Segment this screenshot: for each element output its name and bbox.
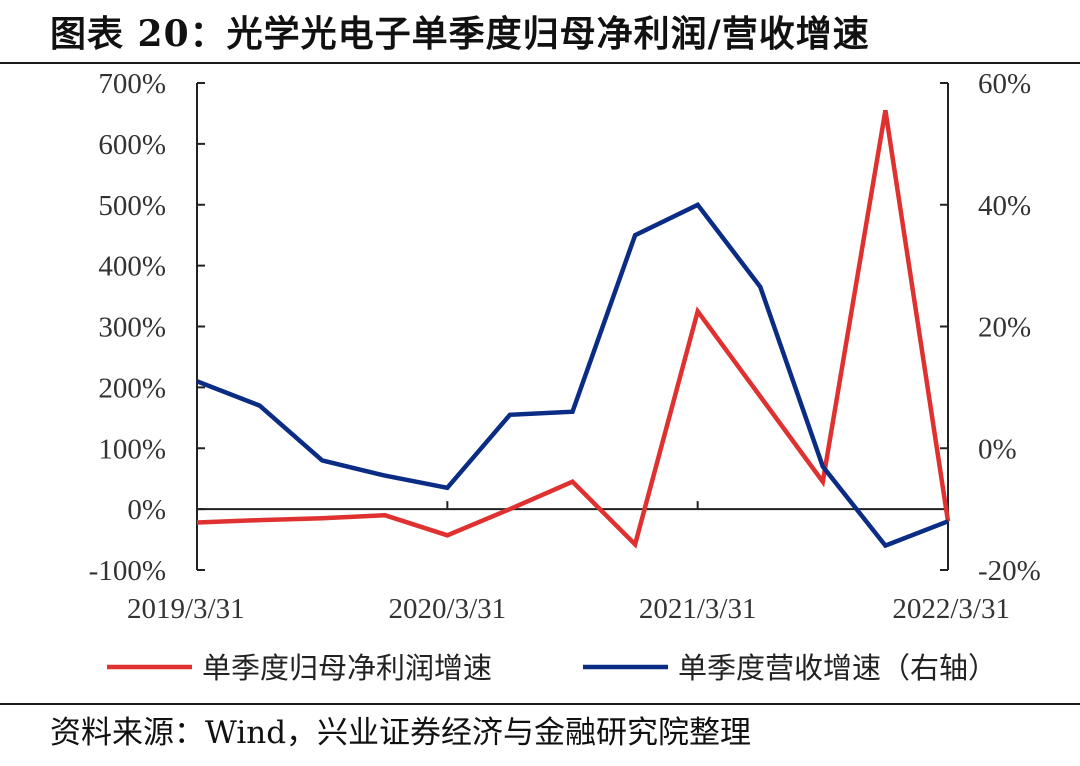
right-tick-label: -20% [978,555,1041,587]
left-tick-label: -100% [89,555,166,587]
x-tick-label: 2020/3/31 [389,593,507,625]
revenue-growth-line [196,201,949,549]
right-axis-ticks: 60% 40% 20% 0% -20% [978,68,1041,587]
title-divider [0,62,1080,64]
right-tick-label: 20% [978,312,1031,344]
left-tick-label: 300% [98,312,166,344]
x-axis-ticks: 2019/3/31 2020/3/31 2021/3/31 2022/3/31 [127,593,1010,625]
x-tick-label: 2021/3/31 [639,593,757,625]
left-tick-label: 0% [127,494,166,526]
series-lines [196,110,951,549]
legend: 单季度归母净利润增速 单季度营收增速（右轴） [107,651,997,685]
right-tick-label: 0% [978,433,1017,465]
left-axis-ticks: 700% 600% 500% 400% 300% 200% 100% 0% -100% [89,68,166,587]
left-tick-label: 700% [98,68,166,100]
right-tick-label: 40% [978,190,1031,222]
axes [196,82,949,571]
source-divider [0,703,1080,705]
chart-title: 图表 20：光学光电子单季度归母净利润/营收增速 [50,13,870,55]
legend-label: 单季度营收增速（右轴） [678,651,997,685]
x-tick-label: 2022/3/31 [892,593,1010,625]
source-note: 资料来源：Wind，兴业证券经济与金融研究院整理 [50,715,752,751]
x-tick-label: 2019/3/31 [127,593,245,625]
line-chart: 700% 600% 500% 400% 300% 200% 100% 0% -100% 60% 4… [89,68,1041,685]
left-tick-label: 400% [98,251,166,283]
right-tick-label: 60% [978,68,1031,100]
legend-label: 单季度归母净利润增速 [202,651,492,685]
left-tick-label: 200% [98,372,166,404]
left-tick-label: 500% [98,190,166,222]
left-tick-label: 600% [98,129,166,161]
profit-growth-line [196,110,951,549]
left-tick-label: 100% [98,433,166,465]
